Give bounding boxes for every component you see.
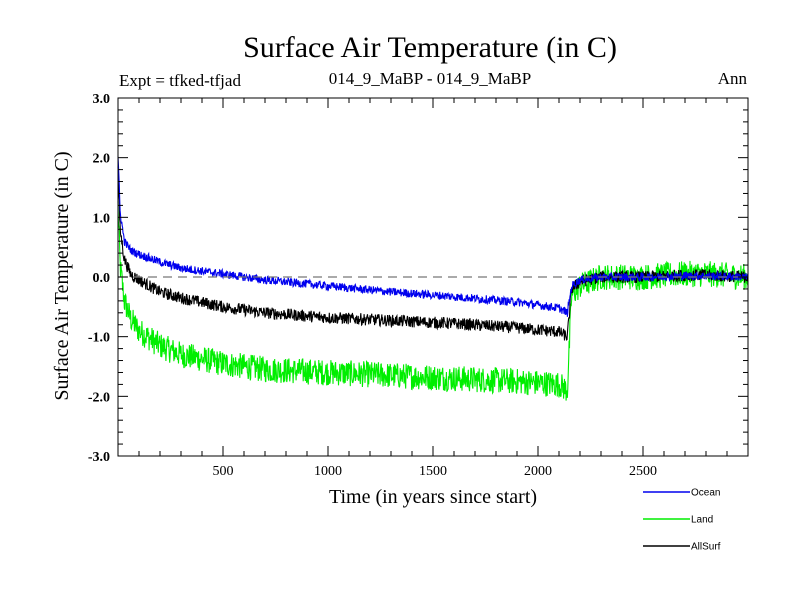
x-tick-label: 500 (213, 464, 234, 479)
series-line-allsurf (117, 166, 749, 341)
x-axis-label: Time (in years since start) (329, 486, 537, 508)
axis-tick-labels: 500 1000 1500 2000 2500 -3.0 -2.0 -1.0 0.0 1.0 2.0… (88, 92, 657, 479)
y-tick-label: 2.0 (93, 152, 111, 167)
legend-label-land: Land (691, 515, 713, 526)
y-tick-label: 3.0 (93, 92, 111, 107)
y-tick-label: 0.0 (93, 271, 111, 286)
x-tick-label: 1000 (314, 464, 342, 479)
axis-ticks (118, 97, 748, 457)
chart-subtitle-right: Ann (718, 69, 748, 88)
y-tick-label: -2.0 (88, 390, 110, 405)
x-tick-label: 1500 (419, 464, 447, 479)
y-tick-label: -3.0 (88, 450, 110, 465)
x-tick-label: 2000 (524, 464, 552, 479)
legend-label-allsurf: AllSurf (691, 542, 721, 553)
chart-subtitle-center: 014_9_MaBP - 014_9_MaBP (329, 69, 531, 88)
legend: Ocean Land AllSurf (643, 488, 721, 553)
chart-subtitle-left: Expt = tfked-tfjad (119, 71, 241, 90)
y-tick-label: -1.0 (88, 331, 110, 346)
legend-label-ocean: Ocean (691, 488, 720, 499)
y-axis-label: Surface Air Temperature (in C) (51, 151, 73, 400)
y-tick-label: 1.0 (93, 211, 111, 226)
plot-series (117, 156, 749, 401)
series-line-ocean (117, 156, 749, 317)
x-tick-label: 2500 (629, 464, 657, 479)
chart-title: Surface Air Temperature (in C) (243, 31, 617, 64)
series-line-land (117, 201, 749, 401)
